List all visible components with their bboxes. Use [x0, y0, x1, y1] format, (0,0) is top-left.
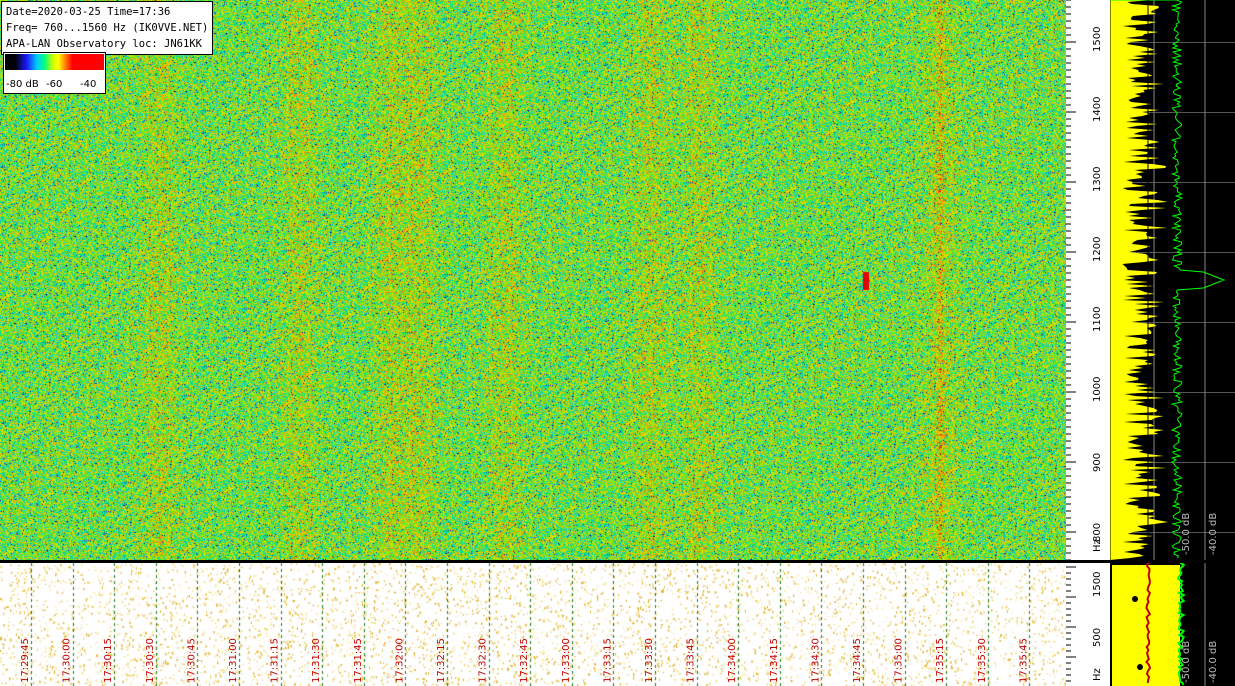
panel-separator: [0, 560, 1235, 563]
frequency-axis: 800 900 1000 1100 1200 1300 1400 1500 Hz: [1066, 0, 1110, 560]
color-scale-bar: [5, 54, 104, 70]
time-tick-label: 17:34:15: [769, 638, 780, 683]
strip-spectrum-db-label: -50.0 dB: [1181, 641, 1192, 683]
time-tick-label: 17:35:30: [977, 638, 988, 683]
time-tick-label: 17:30:15: [103, 638, 114, 683]
strip-average-trace: [1145, 563, 1152, 684]
time-tick-label: 17:31:00: [228, 638, 239, 683]
time-tick-label: 17:35:45: [1018, 638, 1029, 683]
time-tick-label: 17:35:15: [935, 638, 946, 683]
time-tick-label: 17:31:45: [353, 638, 364, 683]
time-tick-label: 17:34:00: [727, 638, 738, 683]
color-legend: -80 dB -60 -40: [3, 52, 106, 94]
frequency-tick-label: 1200: [1092, 237, 1103, 262]
time-tick-label: 17:34:30: [810, 638, 821, 683]
spectrum-db-label: -40.0 dB: [1208, 513, 1219, 555]
frequency-tick-label: 900: [1092, 453, 1103, 472]
frequency-tick-label: 1500: [1092, 27, 1103, 52]
legend-low-label: -80 dB: [6, 79, 39, 90]
frequency-tick-label: 1300: [1092, 167, 1103, 192]
peak-hold-trace: [1110, 0, 1226, 559]
info-date-line: Date=2020-03-25 Time=17:36: [6, 6, 171, 18]
time-tick-label: 17:35:00: [894, 638, 905, 683]
strip-marker-dot: [1132, 596, 1138, 602]
time-tick-label: 17:33:30: [644, 638, 655, 683]
spectrum-db-label: -50.0 dB: [1181, 513, 1192, 555]
time-tick-label: 17:33:45: [686, 638, 697, 683]
info-freq-line: Freq= 760...1560 Hz (IK0VVE.NET): [6, 22, 209, 34]
strip-spectrum-db-label: -40.0 dB: [1208, 641, 1219, 683]
frequency-tick-label: 1000: [1092, 377, 1103, 402]
time-tick-label: 17:29:45: [20, 638, 31, 683]
strip-frequency-tick-label: 500: [1092, 628, 1103, 647]
frequency-tick-label: 1400: [1092, 97, 1103, 122]
time-tick-label: 17:34:45: [852, 638, 863, 683]
time-axis-labels: 17:29:45 17:30:00 17:30:15 17:30:30 17:30:45…: [20, 638, 1029, 683]
strip-frequency-axis: 1500 500 Hz: [1066, 563, 1110, 686]
info-box: Date=2020-03-25 Time=17:36 Freq= 760...1…: [1, 1, 214, 55]
frequency-tick-label: 1100: [1092, 307, 1103, 332]
time-tick-label: 17:33:15: [602, 638, 613, 683]
frequency-tick-label: 800: [1092, 523, 1103, 542]
strip-spectrum-panel: -50.0 dB -40.0 dB: [1110, 563, 1235, 686]
time-tick-label: 17:32:00: [394, 638, 405, 683]
strip-frequency-unit-label: Hz: [1092, 668, 1103, 681]
time-strip-chart: [0, 563, 1066, 686]
time-tick-label: 17:33:00: [561, 638, 572, 683]
legend-high-label: -40: [80, 79, 97, 90]
strip-frequency-tick-label: 1500: [1092, 572, 1103, 597]
time-tick-label: 17:31:15: [270, 638, 281, 683]
time-tick-label: 17:31:30: [311, 638, 322, 683]
legend-mid-label: -60: [46, 79, 63, 90]
time-tick-label: 17:32:45: [519, 638, 530, 683]
frequency-unit-label: Hz: [1092, 539, 1103, 552]
strip-marker-dot: [1137, 664, 1143, 670]
time-tick-label: 17:32:30: [478, 638, 489, 683]
time-tick-label: 17:30:30: [145, 638, 156, 683]
time-tick-label: 17:32:15: [436, 638, 447, 683]
info-location-line: APA-LAN Observatory loc: JN61KK: [6, 38, 202, 50]
time-tick-label: 17:30:00: [62, 638, 73, 683]
spectrum-panel: -50.0 dB -40.0 dB: [1110, 0, 1235, 560]
time-tick-label: 17:30:45: [186, 638, 197, 683]
spectrum-fill: [1110, 0, 1168, 560]
waterfall-spectrogram: [0, 0, 1066, 560]
strip-peak-trace: [1176, 563, 1186, 686]
